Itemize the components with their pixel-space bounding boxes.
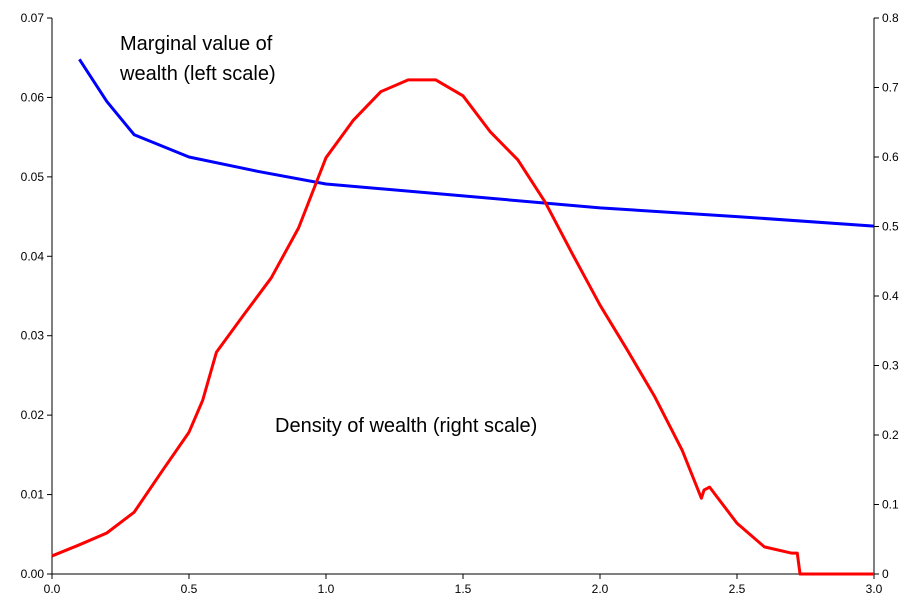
y2-tick-label: 0.5 [882,220,899,234]
x-tick-label: 0.0 [44,582,61,596]
x-tick-label: 3.0 [866,582,883,596]
x-tick-label: 2.0 [592,582,609,596]
y2-tick-label: 0 [882,567,889,581]
y-tick-label: 0.02 [21,408,45,422]
y-tick-label: 0.01 [21,488,45,502]
y2-tick-label: 0.6 [882,150,899,164]
y-tick-label: 0.06 [21,90,45,104]
y-tick-label: 0.03 [21,329,45,343]
x-tick-label: 1.0 [318,582,335,596]
y-tick-label: 0.04 [21,249,45,263]
series-line [78,58,875,228]
y2-tick-label: 0.4 [882,289,899,303]
y-tick-label: 0.00 [21,567,45,581]
annotation: Density of wealth (right scale) [275,415,537,437]
x-tick-label: 0.5 [181,582,198,596]
series-line [51,78,874,576]
y2-tick-label: 0.7 [882,81,899,95]
x-tick-label: 2.5 [729,582,746,596]
y2-tick-label: 0.2 [882,428,899,442]
x-tick-label: 1.5 [455,582,472,596]
y-tick-label: 0.05 [21,170,45,184]
y-tick-label: 0.07 [21,11,45,25]
annotation: Marginal value of [120,33,273,55]
y2-tick-label: 0.1 [882,498,899,512]
y2-tick-label: 0.8 [882,11,899,25]
annotation: wealth (left scale) [119,63,276,85]
y2-tick-label: 0.3 [882,359,899,373]
